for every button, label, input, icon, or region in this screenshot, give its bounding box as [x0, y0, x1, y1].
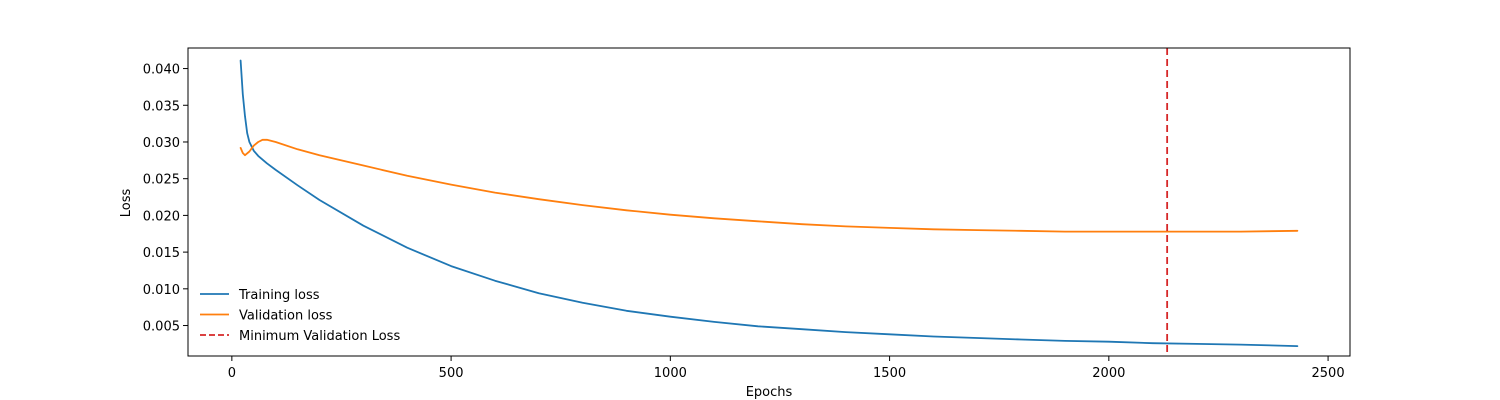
x-tick-label: 1000	[654, 366, 687, 381]
legend-label-training: Training loss	[238, 288, 320, 303]
y-tick-label: 0.020	[143, 209, 180, 224]
y-tick-label: 0.025	[143, 173, 180, 188]
legend-label-validation: Validation loss	[239, 309, 333, 324]
y-tick-label: 0.010	[143, 283, 180, 298]
y-tick-label: 0.005	[143, 320, 180, 335]
x-axis-label: Epochs	[746, 385, 793, 400]
x-tick-label: 2000	[1092, 366, 1125, 381]
legend-label-min-validation: Minimum Validation Loss	[239, 329, 400, 344]
plot-marks	[239, 48, 1299, 356]
x-axis-ticks: 0 500 1000 1500 2000 2500	[228, 356, 1345, 381]
legend: Training loss Validation loss Minimum Vali…	[200, 288, 400, 344]
x-tick-label: 2500	[1312, 366, 1345, 381]
y-tick-label: 0.035	[143, 99, 180, 114]
x-tick-label: 500	[439, 366, 464, 381]
series-line-training	[239, 59, 1299, 347]
y-tick-label: 0.030	[143, 136, 180, 151]
y-tick-label: 0.040	[143, 63, 180, 78]
y-axis-ticks: 0.005 0.010 0.015 0.020 0.025 0.030 0.035 0.040	[143, 63, 188, 335]
series-line-validation	[239, 138, 1299, 233]
plot-frame	[187, 47, 1351, 357]
x-tick-label: 0	[228, 366, 236, 381]
x-tick-label: 1500	[873, 366, 906, 381]
y-axis-label: Loss	[119, 189, 134, 218]
y-tick-label: 0.015	[143, 246, 180, 261]
